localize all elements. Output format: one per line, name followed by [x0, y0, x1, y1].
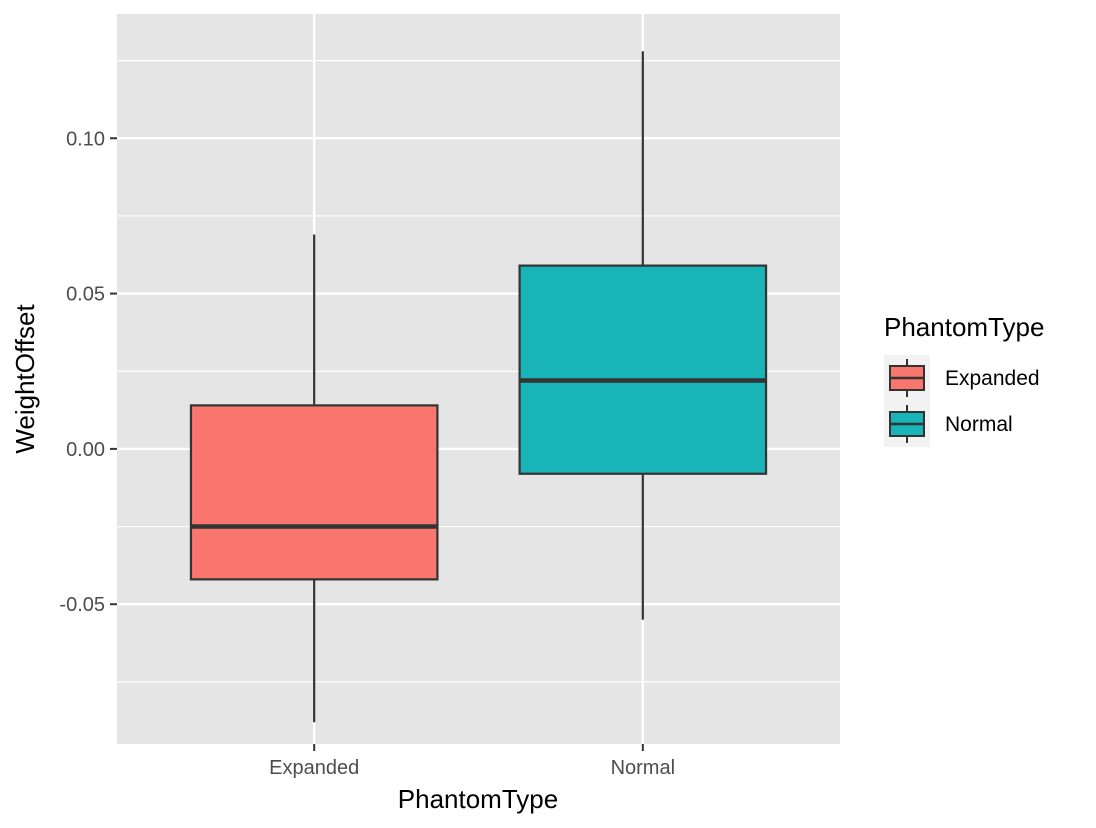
x-tick-label: Expanded [269, 757, 359, 779]
y-tick-label: 0.10 [66, 128, 105, 150]
x-axis-title: PhantomType [398, 784, 558, 814]
legend-item-normal: Normal [884, 401, 1013, 447]
boxes [189, 51, 768, 723]
box-expanded [189, 234, 439, 723]
legend-label: Expanded [945, 367, 1040, 390]
x-tick-label: Normal [611, 757, 675, 779]
legend-label: Normal [945, 413, 1013, 436]
iqr-box [518, 264, 768, 475]
legend-title: PhantomType [884, 312, 1044, 342]
iqr-box [189, 404, 439, 581]
box-normal [518, 51, 768, 620]
legend-item-expanded: Expanded [884, 355, 1040, 401]
y-tick-label: -0.05 [59, 594, 105, 616]
y-axis-title: WeightOffset [10, 304, 40, 454]
axes: -0.05 0.00 0.05 0.10 Expanded Normal [59, 128, 675, 779]
y-tick-label: 0.05 [66, 284, 105, 306]
legend: PhantomType Expanded Normal [884, 312, 1044, 447]
y-tick-label: 0.00 [66, 439, 105, 461]
